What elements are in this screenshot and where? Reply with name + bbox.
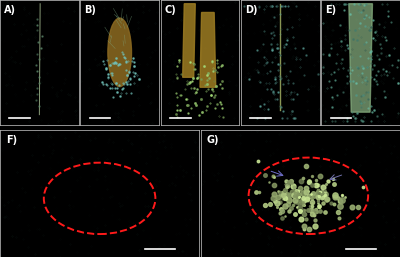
- Text: A): A): [4, 5, 16, 15]
- Text: D): D): [245, 5, 257, 15]
- Text: C): C): [164, 5, 176, 15]
- Text: G): G): [207, 135, 219, 145]
- Ellipse shape: [108, 18, 132, 87]
- Polygon shape: [200, 12, 216, 87]
- Text: F): F): [6, 135, 17, 145]
- Text: E): E): [325, 5, 336, 15]
- Polygon shape: [349, 4, 372, 112]
- Text: B): B): [84, 5, 96, 15]
- Polygon shape: [183, 4, 195, 77]
